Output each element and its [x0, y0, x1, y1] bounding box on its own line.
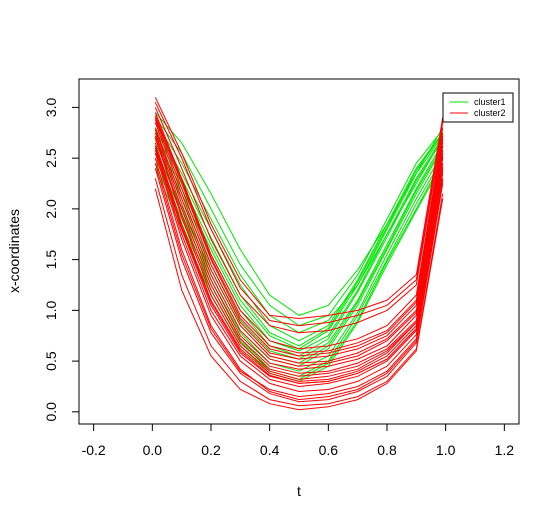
series-line-cluster2-22: [154, 188, 444, 411]
x-tick-label: 0.2: [201, 442, 221, 458]
series-line-cluster1-7: [154, 152, 444, 372]
series-line-cluster2-27: [154, 127, 444, 367]
x-tick-label: 0.0: [143, 442, 163, 458]
series-line-cluster1-2: [154, 127, 444, 342]
series-line-cluster2-31: [154, 119, 444, 360]
y-tick-label: 2.5: [43, 148, 59, 168]
series-line-cluster2-28: [154, 142, 444, 382]
y-tick-label: 3.0: [43, 97, 59, 117]
x-tick-label: -0.2: [82, 442, 106, 458]
series-line-cluster2-16: [154, 97, 444, 320]
legend-label-cluster1: cluster1: [474, 97, 506, 107]
series-line-cluster2-25: [154, 137, 444, 380]
x-axis: -0.2 0.0 0.2 0.4 0.6 0.8 1.0 1.2: [82, 423, 515, 458]
series-line-cluster2-23: [154, 107, 444, 334]
series-line-cluster2-35: [154, 115, 444, 354]
x-tick-label: 0.4: [260, 442, 280, 458]
series-line-cluster2-29: [154, 168, 444, 403]
series-lines: [154, 97, 444, 411]
series-line-cluster2-32: [154, 135, 444, 377]
y-tick-label: 1.0: [43, 300, 59, 320]
series-line-cluster2-37: [154, 145, 444, 384]
series-line-cluster2-19: [154, 132, 444, 374]
series-line-cluster2-24: [154, 117, 444, 357]
y-axis: 0.0 0.5 1.0 1.5 2.0 2.5 3.0: [43, 97, 80, 422]
series-line-cluster2-38: [154, 178, 444, 407]
series-line-cluster2-18: [154, 122, 444, 364]
series-line-cluster2-21: [154, 157, 444, 401]
series-line-cluster2-26: [154, 152, 444, 393]
series-line-cluster2-17: [154, 112, 444, 350]
series-line-cluster2-33: [154, 149, 444, 388]
x-tick-label: 1.0: [436, 442, 456, 458]
x-tick-label: 0.8: [377, 442, 397, 458]
series-line-cluster2-34: [154, 163, 444, 398]
series-line-cluster1-14: [154, 129, 444, 347]
x-axis-label: t: [297, 483, 301, 499]
x-tick-label: 0.6: [319, 442, 339, 458]
x-tick-label: 1.2: [495, 442, 515, 458]
legend-box: [442, 92, 514, 123]
y-tick-label: 0.5: [43, 351, 59, 371]
y-axis-label: x-coordinates: [6, 209, 22, 293]
y-tick-label: 1.5: [43, 250, 59, 270]
legend-label-cluster2: cluster2: [474, 108, 506, 118]
y-tick-label: 0.0: [43, 402, 59, 422]
y-tick-label: 2.0: [43, 199, 59, 219]
series-line-cluster2-36: [154, 129, 444, 370]
series-line-cluster2-30: [154, 102, 444, 327]
